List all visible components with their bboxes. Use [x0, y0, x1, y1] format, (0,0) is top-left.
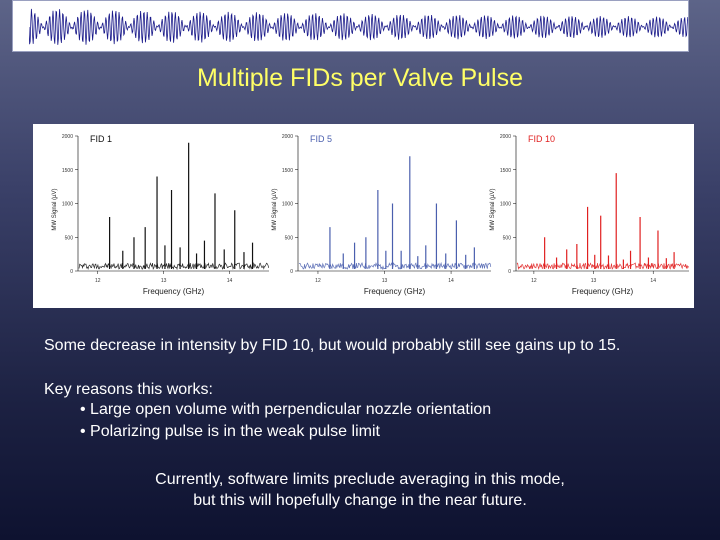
x-tick-label: 13 — [382, 278, 388, 284]
panel-title: FID 10 — [528, 134, 555, 144]
x-tick-label: 14 — [227, 278, 233, 284]
y-tick-label: 1500 — [62, 168, 73, 174]
y-tick-label: 2000 — [62, 134, 73, 140]
y-tick-label: 0 — [70, 269, 73, 275]
decorative-banner — [12, 0, 689, 52]
x-axis-label: Frequency (GHz) — [143, 287, 205, 296]
bullet-item: • Large open volume with perpendicular n… — [80, 401, 492, 418]
baseline-noise — [298, 261, 492, 271]
note-line: but this will hopefully change in the ne… — [193, 492, 527, 509]
baseline-noise — [78, 261, 270, 271]
y-tick-label: 1000 — [282, 202, 293, 208]
x-tick-label: 12 — [95, 278, 101, 284]
y-axis-label: MW Signal (µV) — [52, 188, 58, 230]
x-tick-label: 13 — [591, 278, 597, 284]
y-axis-label: MW Signal (µV) — [490, 188, 496, 230]
spectrum-panel: 0 500 1000 1500 2000 12 13 14 Frequency (GHz) MW … — [52, 134, 270, 296]
spectrum-panel: 0 500 1000 1500 2000 12 13 14 Frequency (GHz) MW … — [272, 134, 492, 296]
slide-title: Multiple FIDs per Valve Pulse — [196, 64, 524, 92]
y-tick-label: 500 — [65, 235, 74, 241]
note-line: Currently, software limits preclude aver… — [155, 471, 565, 488]
x-axis-label: Frequency (GHz) — [572, 287, 634, 296]
y-tick-label: 500 — [503, 235, 512, 241]
baseline-noise — [516, 261, 689, 271]
x-tick-label: 13 — [161, 278, 167, 284]
y-tick-label: 1000 — [62, 202, 73, 208]
spectra-svg: 0 500 1000 1500 2000 12 13 14 Frequency (GHz) MW … — [52, 134, 689, 296]
x-tick-label: 12 — [315, 278, 321, 284]
y-tick-label: 1500 — [282, 168, 293, 174]
y-tick-label: 500 — [285, 235, 294, 241]
y-tick-label: 1500 — [500, 168, 511, 174]
spectra-figure: 0 500 1000 1500 2000 12 13 14 Frequency (GHz) MW … — [33, 124, 694, 308]
key-reasons-heading: Key reasons this works: — [44, 381, 213, 398]
spectrum-panel: 0 500 1000 1500 2000 12 13 14 Frequency (GHz) MW … — [490, 134, 689, 296]
x-tick-label: 12 — [531, 278, 537, 284]
fid-waveform — [29, 8, 688, 45]
bullet-item: • Polarizing pulse is in the weak pulse … — [80, 423, 380, 440]
y-tick-label: 2000 — [500, 134, 511, 140]
y-tick-label: 1000 — [500, 202, 511, 208]
x-tick-label: 14 — [448, 278, 454, 284]
x-axis-label: Frequency (GHz) — [364, 287, 426, 296]
y-axis-label: MW Signal (µV) — [272, 188, 278, 230]
summary-text: Some decrease in intensity by FID 10, bu… — [44, 337, 621, 354]
panel-title: FID 5 — [310, 134, 332, 144]
x-tick-label: 14 — [650, 278, 656, 284]
y-tick-label: 2000 — [282, 134, 293, 140]
y-tick-label: 0 — [508, 269, 511, 275]
y-tick-label: 0 — [290, 269, 293, 275]
fid-waveform-graphic — [29, 8, 688, 45]
panel-title: FID 1 — [90, 134, 112, 144]
